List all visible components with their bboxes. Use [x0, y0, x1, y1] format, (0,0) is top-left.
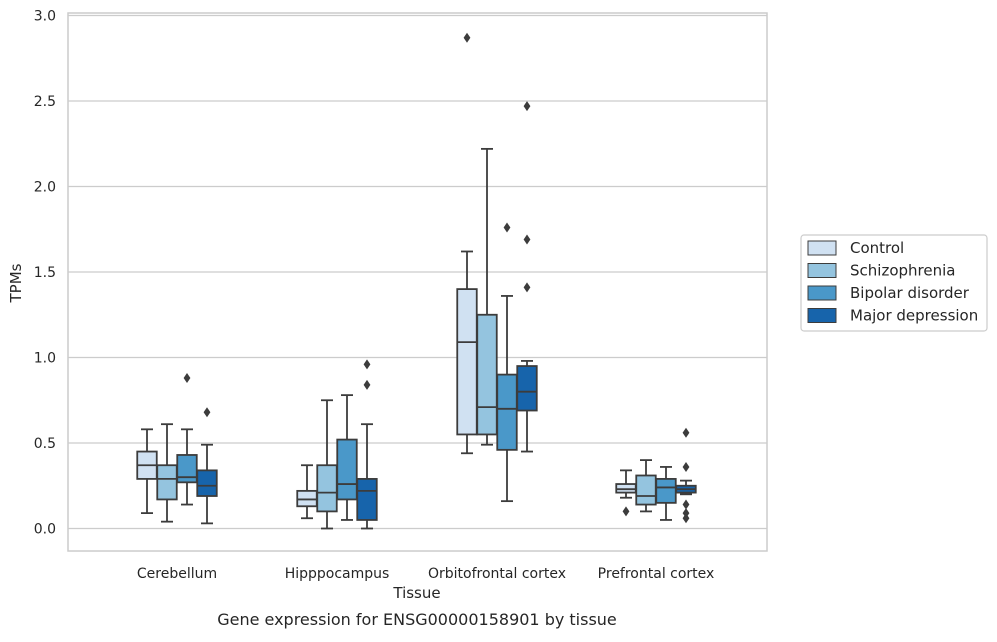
- box-major-depression-3: [675, 427, 697, 524]
- outlier-point: [682, 461, 690, 472]
- x-tick-label: Hipppocampus: [285, 566, 390, 582]
- box-major-depression-1: [356, 359, 378, 530]
- legend-swatch: [807, 285, 837, 301]
- legend-label: Bipolar disorder: [850, 284, 970, 302]
- box-control-2: [456, 32, 478, 455]
- box-iqr: [356, 478, 378, 521]
- outlier-point: [363, 379, 371, 390]
- boxes: [136, 32, 697, 530]
- outlier-point: [682, 513, 690, 524]
- box-bipolar-disorder-3: [655, 466, 677, 521]
- outlier-point: [523, 234, 531, 245]
- box-bipolar-disorder-2: [496, 222, 518, 503]
- box-bipolar-disorder-1: [336, 394, 358, 521]
- box-iqr: [655, 478, 677, 504]
- y-tick-label: 0.0: [34, 522, 56, 538]
- legend-label: Schizophrenia: [850, 262, 955, 280]
- legend: Control Schizophrenia Bipolar disorder Majo…: [800, 234, 988, 332]
- y-tick-label: 1.0: [34, 351, 56, 367]
- box-iqr: [196, 469, 218, 497]
- y-tick-labels: 0.0 0.5 1.0 1.5 2.0 2.5 3.0: [34, 9, 56, 538]
- x-tick-labels: Cerebellum Hipppocampus Orbitofrontal cort…: [137, 566, 714, 582]
- outlier-point: [622, 506, 630, 517]
- box-iqr: [476, 313, 498, 436]
- box-control-0: [136, 428, 158, 515]
- box-major-depression-2: [516, 101, 538, 453]
- x-tick-label: Orbitofrontal cortex: [428, 566, 566, 582]
- plot-frame: [67, 12, 768, 552]
- legend-swatch: [807, 240, 837, 256]
- y-tick-label: 0.5: [34, 436, 56, 452]
- outlier-point: [682, 508, 690, 519]
- outlier-point: [503, 222, 511, 233]
- chart-caption: Gene expression for ENSG00000158901 by t…: [217, 610, 617, 629]
- box-iqr: [156, 464, 178, 501]
- box-schizophrenia-1: [316, 399, 338, 530]
- box-control-1: [296, 464, 318, 520]
- box-schizophrenia-3: [635, 459, 657, 513]
- legend-swatch: [807, 308, 837, 323]
- y-tick-label: 3.0: [34, 9, 56, 25]
- box-schizophrenia-0: [156, 423, 178, 523]
- box-major-depression-0: [196, 407, 218, 525]
- box-control-3: [615, 469, 637, 517]
- outlier-point: [523, 101, 531, 112]
- legend-frame: [800, 234, 988, 332]
- outlier-point: [682, 427, 690, 438]
- outlier-point: [523, 282, 531, 293]
- outlier-point: [203, 407, 211, 418]
- x-tick-label: Cerebellum: [137, 566, 217, 582]
- box-iqr: [316, 464, 338, 513]
- box-iqr: [516, 365, 538, 412]
- box-iqr: [496, 373, 518, 451]
- gridlines: [68, 14, 767, 530]
- box-schizophrenia-2: [476, 147, 498, 446]
- y-axis-title: TPMs: [7, 263, 25, 303]
- outlier-point: [682, 499, 690, 510]
- box-bipolar-disorder-0: [176, 373, 198, 506]
- x-axis-title: Tissue: [392, 584, 440, 602]
- y-tick-label: 2.0: [34, 180, 56, 196]
- y-tick-label: 2.5: [34, 94, 56, 110]
- outlier-point: [463, 32, 471, 43]
- box-iqr: [176, 454, 198, 484]
- box-iqr: [456, 288, 478, 436]
- legend-label: Major depression: [850, 307, 978, 325]
- outlier-point: [363, 359, 371, 370]
- box-iqr: [635, 474, 657, 506]
- legend-swatch: [807, 263, 837, 278]
- y-tick-label: 1.5: [34, 265, 56, 281]
- box-iqr: [336, 438, 358, 501]
- legend-label: Control: [850, 239, 904, 257]
- x-tick-label: Prefrontal cortex: [598, 566, 715, 582]
- outlier-point: [183, 373, 191, 384]
